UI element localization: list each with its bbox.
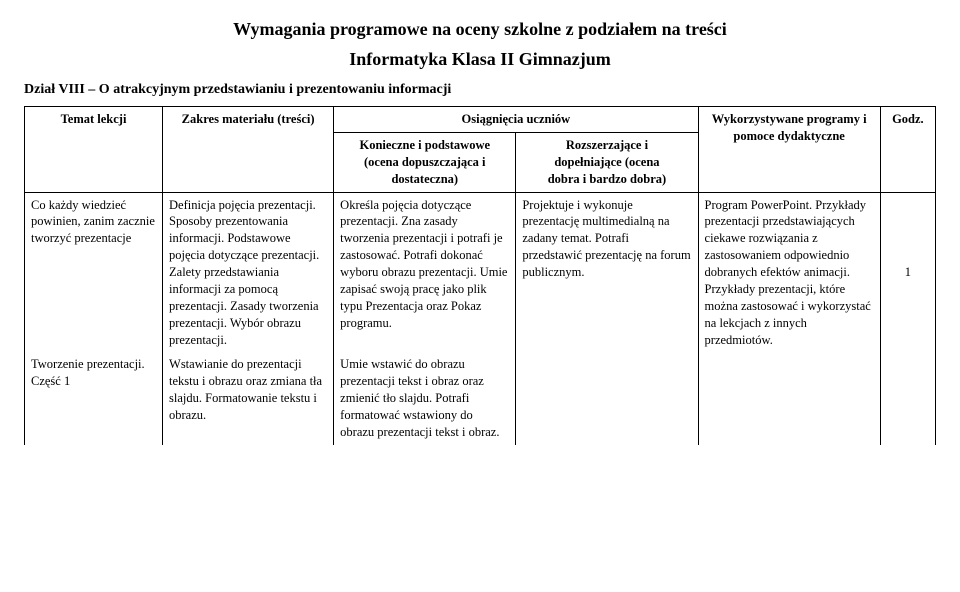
cell-ach1: Określa pojęcia dotyczące prezentacji. Z…	[334, 192, 516, 352]
th-topic: Temat lekcji	[25, 107, 163, 193]
title-sub: Informatyka Klasa II Gimnazjum	[24, 49, 936, 70]
requirements-table: Temat lekcji Zakres materiału (treści) O…	[24, 106, 936, 445]
cell-scope: Definicja pojęcia prezentacji. Sposoby p…	[163, 192, 334, 352]
section-label: Dział VIII – O atrakcyjnym przedstawiani…	[24, 82, 936, 98]
cell-topic: Co każdy wiedzieć powinien, zanim zaczni…	[25, 192, 163, 352]
table-row: Co każdy wiedzieć powinien, zanim zaczni…	[25, 192, 936, 352]
header-row-1: Temat lekcji Zakres materiału (treści) O…	[25, 107, 936, 133]
th-ach1-l2: (ocena dopuszczająca i	[340, 154, 509, 171]
th-ach2: Rozszerzające i dopełniające (ocena dobr…	[516, 132, 698, 192]
cell-hours: 1	[880, 192, 935, 352]
cell-hours	[880, 352, 935, 444]
th-hours: Godz.	[880, 107, 935, 193]
th-achievements: Osiągnięcia uczniów	[334, 107, 698, 133]
th-tools: Wykorzystywane programy i pomoce dydakty…	[698, 107, 880, 193]
table-row: Tworzenie prezentacji. Część 1 Wstawiani…	[25, 352, 936, 444]
cell-tools	[698, 352, 880, 444]
title-main: Wymagania programowe na oceny szkolne z …	[24, 16, 936, 43]
cell-ach1: Umie wstawić do obrazu prezentacji tekst…	[334, 352, 516, 444]
th-ach2-l1: Rozszerzające i	[522, 137, 691, 154]
th-ach2-l2: dopełniające (ocena	[522, 154, 691, 171]
cell-scope: Wstawianie do prezentacji tekstu i obraz…	[163, 352, 334, 444]
cell-tools: Program PowerPoint. Przykłady prezentacj…	[698, 192, 880, 352]
title-block: Wymagania programowe na oceny szkolne z …	[24, 16, 936, 70]
cell-ach2: Projektuje i wykonuje prezentację multim…	[516, 192, 698, 352]
th-ach1: Konieczne i podstawowe (ocena dopuszczaj…	[334, 132, 516, 192]
th-ach1-l1: Konieczne i podstawowe	[340, 137, 509, 154]
cell-topic: Tworzenie prezentacji. Część 1	[25, 352, 163, 444]
cell-ach2	[516, 352, 698, 444]
th-scope: Zakres materiału (treści)	[163, 107, 334, 193]
th-ach2-l3: dobra i bardzo dobra)	[522, 171, 691, 188]
th-ach1-l3: dostateczna)	[340, 171, 509, 188]
